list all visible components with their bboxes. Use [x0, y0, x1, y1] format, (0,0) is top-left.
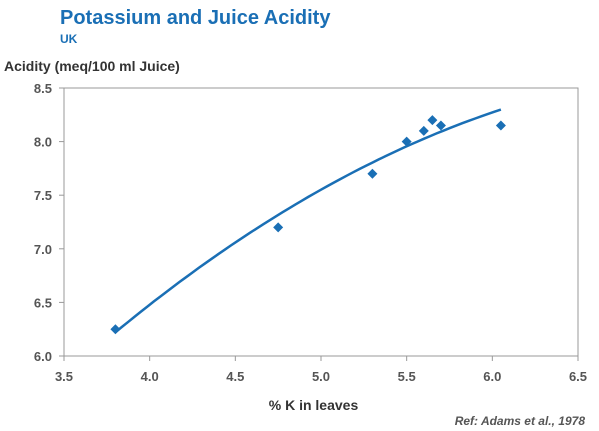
x-tick-label: 4.0: [141, 369, 159, 384]
x-axis-label: % K in leaves: [268, 397, 359, 413]
trendline: [114, 108, 502, 334]
x-tick-label: 4.5: [226, 369, 244, 384]
y-tick-label: 6.0: [34, 349, 52, 364]
data-point: [110, 324, 121, 335]
x-tick-label: 5.5: [398, 369, 416, 384]
data-point: [427, 115, 438, 126]
data-point: [367, 168, 378, 179]
y-tick-label: 8.0: [34, 135, 52, 150]
data-point: [401, 136, 412, 147]
y-tick-label: 6.5: [34, 295, 52, 310]
data-point: [495, 120, 506, 131]
y-axis-label: Acidity (meq/100 ml Juice): [4, 58, 180, 74]
x-tick-label: 6.5: [569, 369, 587, 384]
x-tick-label: 3.5: [55, 369, 73, 384]
reference-note: Ref: Adams et al., 1978: [454, 414, 585, 428]
x-tick-label: 6.0: [483, 369, 501, 384]
chart-subtitle: UK: [60, 32, 78, 46]
data-point: [435, 120, 446, 131]
y-tick-label: 8.5: [34, 81, 52, 96]
y-tick-label: 7.0: [34, 242, 52, 257]
x-tick-label: 5.0: [312, 369, 330, 384]
chart-title: Potassium and Juice Acidity: [60, 7, 331, 29]
data-point: [418, 125, 429, 136]
data-point: [273, 222, 284, 233]
y-tick-label: 7.5: [34, 188, 52, 203]
